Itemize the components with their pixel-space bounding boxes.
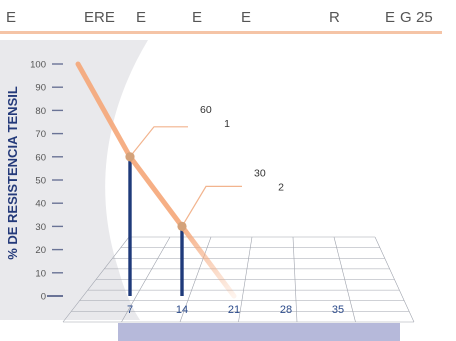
header-letter: E — [6, 9, 16, 26]
header-rule — [0, 31, 442, 34]
y-tick-label: 90 — [35, 83, 46, 94]
y-tick-label: 0 — [41, 292, 46, 303]
x-tick-label: 28 — [280, 304, 292, 316]
annotation-label: 2 — [278, 181, 284, 193]
annotation-value: 60 — [200, 104, 212, 116]
grid-line — [62, 236, 130, 323]
y-tick-label: 30 — [35, 222, 46, 233]
header-letter: 25 — [416, 9, 433, 26]
floor-bar — [118, 323, 400, 341]
callouts: 60 1 30 2 — [125, 104, 284, 231]
drop-bars — [128, 156, 184, 296]
x-axis: 7 14 21 28 35 — [127, 304, 344, 316]
series-segment — [75, 61, 133, 160]
grid-line — [374, 236, 415, 323]
y-tick-label: 100 — [30, 60, 46, 71]
y-tick-label: 80 — [35, 106, 46, 117]
y-axis: 0 10 20 30 40 50 60 70 80 90 100 — [30, 60, 63, 303]
x-tick-label: 21 — [228, 304, 240, 316]
data-point — [125, 152, 135, 162]
series-line — [75, 61, 237, 299]
x-tick-label: 14 — [176, 304, 188, 316]
series-segment — [127, 154, 185, 229]
header-letter: E — [136, 9, 146, 26]
grid-line — [121, 236, 171, 323]
y-tick-label: 50 — [35, 176, 46, 187]
y-tick-label: 40 — [35, 199, 46, 210]
data-bar — [128, 156, 132, 296]
grid-line — [292, 236, 298, 323]
callout-leader — [181, 185, 242, 227]
grid-line — [238, 236, 253, 323]
header-letter: E — [241, 9, 251, 26]
y-tick-label: 70 — [35, 129, 46, 140]
data-point — [177, 221, 187, 231]
header-letter: E — [385, 9, 395, 26]
x-tick-label: 7 — [127, 304, 133, 316]
header-letter: ERE — [84, 9, 115, 26]
backdrop-arc — [0, 40, 148, 320]
annotation-label: 1 — [224, 118, 230, 130]
y-tick-label: 10 — [35, 268, 46, 279]
callout-leader — [129, 126, 188, 158]
x-tick-label: 35 — [332, 304, 344, 316]
grid-line — [333, 236, 356, 323]
annotation-value: 30 — [254, 167, 266, 179]
series-segment — [179, 223, 237, 299]
grid-floor — [62, 236, 415, 323]
grid-line — [179, 236, 212, 323]
y-tick-label: 20 — [35, 245, 46, 256]
header-letter: G — [400, 9, 412, 26]
y-tick-label: 60 — [35, 152, 46, 163]
header-letters: E ERE E E E R E G 25 — [6, 9, 433, 26]
header-letter: E — [192, 9, 202, 26]
data-bar — [180, 226, 184, 296]
y-axis-label: % DE RESISTENCIA TENSIL — [5, 86, 20, 260]
header-letter: R — [329, 9, 340, 26]
